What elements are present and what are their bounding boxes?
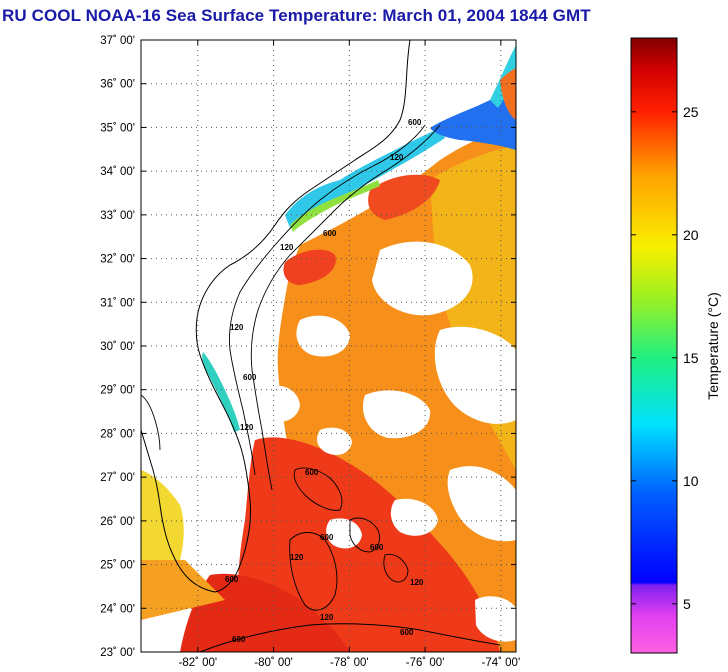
contour-label: 600 xyxy=(305,468,319,477)
colorbar-tick-label: 20 xyxy=(683,227,699,243)
map-frame xyxy=(140,39,517,653)
lat-tick-label: 34˚ 00' xyxy=(100,166,135,178)
isobath-120m xyxy=(229,124,426,476)
contour-label: 120 xyxy=(290,553,304,562)
lat-tick-label: 28˚ 00' xyxy=(100,428,135,440)
gulf-of-mexico-yellow-water xyxy=(141,470,184,560)
cuba-north-coast xyxy=(199,623,501,652)
lon-tick-label: -74˚ 00' xyxy=(482,657,521,669)
contour-label: 600 xyxy=(320,533,334,542)
lat-tick-label: 31˚ 00' xyxy=(100,297,135,309)
contour-label: 120 xyxy=(410,578,424,587)
lon-tick-label: -78˚ 00' xyxy=(330,657,369,669)
cool-water-northeast-cyan xyxy=(490,45,516,108)
lat-tick-label: 27˚ 00' xyxy=(100,472,135,484)
lat-tick-label: 25˚ 00' xyxy=(100,560,135,572)
colorbar-ticks: 5 10 15 20 25 xyxy=(631,104,699,612)
coastline-and-bathymetry xyxy=(141,40,501,652)
graticule xyxy=(141,39,516,653)
contour-label: 600 xyxy=(400,628,414,637)
longitude-labels: -82˚ 00' -80˚ 00' -78˚ 00' -76˚ 00' -74˚ 00' xyxy=(178,657,520,669)
contour-label: 600 xyxy=(225,575,239,584)
latitude-labels: 37˚ 00' 36˚ 00' 35˚ 00' 34˚ 00' 33˚ 00' 32˚ 0… xyxy=(100,35,135,659)
isobath-600m xyxy=(250,124,441,491)
lon-tick-label: -76˚ 00' xyxy=(406,657,445,669)
lat-tick-label: 37˚ 00' xyxy=(100,35,135,47)
lat-tick-label: 32˚ 00' xyxy=(100,254,135,266)
lat-tick-label: 29˚ 00' xyxy=(100,385,135,397)
lat-tick-label: 33˚ 00' xyxy=(100,210,135,222)
warm-red-water-south xyxy=(237,437,500,652)
bahamas-islands xyxy=(349,517,409,583)
lat-tick-label: 24˚ 00' xyxy=(100,603,135,615)
contour-label: 600 xyxy=(408,118,422,127)
colorbar-tick-label: 10 xyxy=(683,473,699,489)
warm-water-northeast xyxy=(500,68,516,120)
contour-label: 600 xyxy=(243,373,257,382)
cool-water-green-fringe xyxy=(290,180,380,232)
gulf-of-mexico-orange-water xyxy=(141,560,225,620)
cool-water-florida-east xyxy=(202,352,240,432)
lat-tick-label: 35˚ 00' xyxy=(100,122,135,134)
gulf-coast-west xyxy=(141,394,161,451)
cold-water-northeast xyxy=(430,50,516,150)
contour-label: 120 xyxy=(320,613,334,622)
warm-red-patch-hatteras xyxy=(368,174,440,220)
bahamas-bank-little xyxy=(293,467,343,511)
lat-tick-label: 30˚ 00' xyxy=(100,341,135,353)
contour-labels: 600 120 600 120 120 600 120 600 600 600 … xyxy=(225,118,424,644)
lat-tick-label: 26˚ 00' xyxy=(100,516,135,528)
colorbar-title: Temperature (°C) xyxy=(705,292,721,400)
contour-label: 120 xyxy=(390,153,404,162)
warm-red-water-straits xyxy=(180,573,350,652)
contour-label: 600 xyxy=(370,543,384,552)
lat-tick-label: 23˚ 00' xyxy=(100,647,135,659)
contour-label: 600 xyxy=(232,635,246,644)
sst-field xyxy=(141,45,516,652)
cloud-cover xyxy=(258,241,516,642)
bahamas-bank-great xyxy=(289,532,338,611)
colorbar-tick-label: 5 xyxy=(683,596,691,612)
contour-label: 120 xyxy=(230,323,244,332)
lat-tick-label: 36˚ 00' xyxy=(100,79,135,91)
colorbar xyxy=(630,37,678,654)
lon-tick-label: -80˚ 00' xyxy=(254,657,293,669)
colorbar-tick-label: 25 xyxy=(683,104,699,120)
east-coast-shoreline xyxy=(141,40,411,593)
contour-label: 120 xyxy=(280,243,294,252)
colorbar-tick-label: 15 xyxy=(683,350,699,366)
map-title: RU COOL NOAA-16 Sea Surface Temperature:… xyxy=(2,6,591,25)
contour-label: 120 xyxy=(240,423,254,432)
lon-tick-label: -82˚ 00' xyxy=(178,657,217,669)
contour-label: 600 xyxy=(323,229,337,238)
